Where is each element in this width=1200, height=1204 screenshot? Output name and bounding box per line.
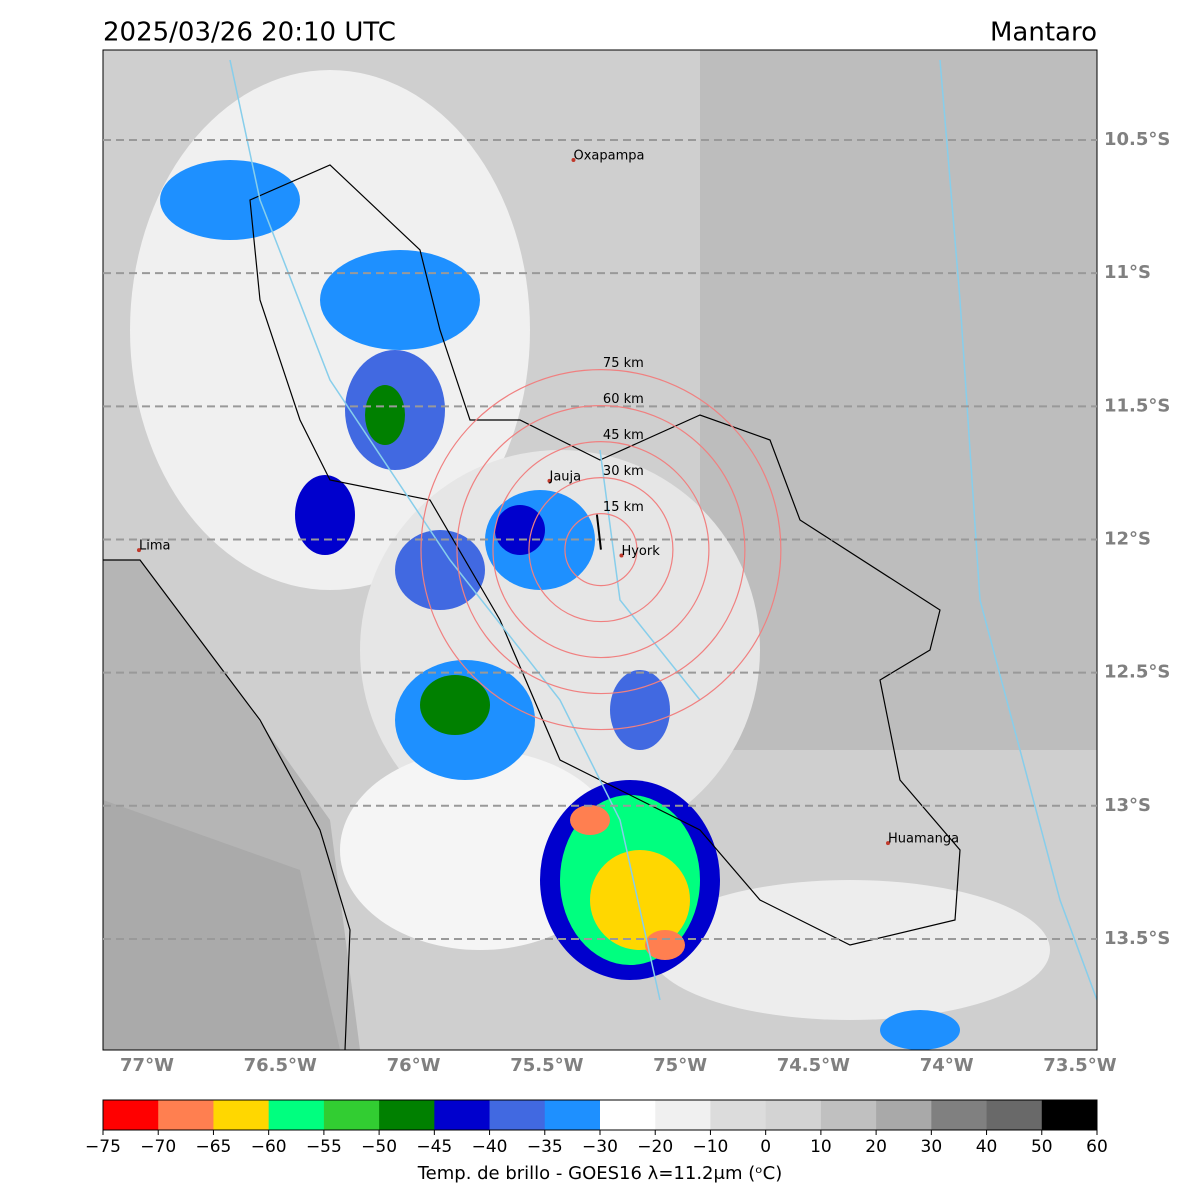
- range-ring: [528, 477, 674, 623]
- colorbar-tick-label: −40: [472, 1137, 508, 1157]
- range-ring: [492, 441, 710, 659]
- place-marker: [571, 157, 576, 162]
- colorbar-label: Temp. de brillo - GOES16 λ=11.2μm (ᵒC): [417, 1163, 783, 1184]
- colorbar-swatch: [765, 1100, 822, 1130]
- colorbar-tick-label: 60: [1086, 1137, 1108, 1157]
- place-name: Huamanga: [888, 832, 959, 847]
- colorbar-swatch: [489, 1100, 546, 1130]
- ring-label: 60 km: [603, 392, 644, 407]
- colorbar-tick-label: −75: [85, 1137, 121, 1157]
- range-ring: [564, 513, 638, 587]
- colorbar-swatch: [986, 1100, 1043, 1130]
- colorbar-swatch: [931, 1100, 988, 1130]
- place-name: Oxapampa: [573, 148, 644, 163]
- place-name: Hyork: [621, 544, 660, 559]
- colorbar-swatch: [655, 1100, 711, 1130]
- ring-label: 30 km: [603, 464, 644, 479]
- lat-label: 11.5°S: [1104, 395, 1170, 416]
- colorbar-tick-label: 20: [865, 1137, 887, 1157]
- colorbar-swatch: [379, 1100, 435, 1130]
- colorbar-tick-label: −30: [582, 1137, 618, 1157]
- colorbar-tick-label: 50: [1031, 1137, 1053, 1157]
- colorbar-swatch: [544, 1100, 601, 1130]
- place-marker: [886, 841, 891, 846]
- colorbar-tick-label: −45: [416, 1137, 452, 1157]
- colorbar-swatch: [434, 1100, 491, 1130]
- colorbar-tick-label: −10: [692, 1137, 728, 1157]
- region: Mantaro: [990, 18, 1097, 48]
- place-marker: [547, 478, 552, 483]
- colorbar-tick-label: −60: [251, 1137, 287, 1157]
- colorbar-swatch: [103, 1100, 159, 1130]
- place-name: Lima: [139, 539, 170, 554]
- lon-label: 75°W: [653, 1055, 707, 1076]
- map-frame: [102, 49, 1098, 1051]
- lon-label: 76.5°W: [244, 1055, 317, 1076]
- colorbar-tick-label: −65: [195, 1137, 231, 1157]
- lon-label: 73.5°W: [1043, 1055, 1116, 1076]
- lat-label: 12.5°S: [1104, 662, 1170, 683]
- colorbar-swatch: [710, 1100, 767, 1130]
- colorbar-tick-label: −70: [140, 1137, 176, 1157]
- center-marker: [595, 514, 602, 550]
- colorbar-swatch: [600, 1100, 656, 1130]
- colorbar-swatch: [876, 1100, 932, 1130]
- colorbar-swatch: [268, 1100, 325, 1130]
- colorbar-tick-label: 0: [760, 1137, 771, 1157]
- colorbar-tick-label: 40: [976, 1137, 998, 1157]
- lat-label: 13.5°S: [1104, 928, 1170, 949]
- ring-label: 75 km: [603, 356, 644, 371]
- ring-label: 15 km: [603, 500, 644, 515]
- title: 2025/03/26 20:10 UTC: [103, 18, 396, 48]
- lat-label: 13°S: [1104, 795, 1151, 816]
- colorbar-tick-label: 30: [921, 1137, 943, 1157]
- lat-label: 10.5°S: [1104, 129, 1170, 150]
- colorbar-swatch: [323, 1100, 380, 1130]
- colorbar-tick-label: −20: [637, 1137, 673, 1157]
- lon-label: 76°W: [387, 1055, 441, 1076]
- lon-label: 77°W: [120, 1055, 174, 1076]
- ring-label: 45 km: [603, 428, 644, 443]
- lon-label: 74.5°W: [777, 1055, 850, 1076]
- lat-label: 11°S: [1104, 262, 1151, 283]
- colorbar-swatch: [820, 1100, 877, 1130]
- lat-label: 12°S: [1104, 528, 1151, 549]
- satellite-image: [103, 50, 1097, 1050]
- colorbar-tick-label: 10: [810, 1137, 832, 1157]
- colorbar-swatch: [158, 1100, 214, 1130]
- colorbar-swatch: [1041, 1100, 1098, 1130]
- place-name: Jauja: [548, 469, 581, 484]
- range-ring: [420, 369, 782, 731]
- colorbar-swatch: [213, 1100, 270, 1130]
- colorbar-tick-label: −55: [306, 1137, 342, 1157]
- place-marker: [136, 548, 141, 553]
- lon-label: 74°W: [920, 1055, 974, 1076]
- place-marker: [619, 553, 624, 558]
- colorbar-tick-label: −35: [527, 1137, 563, 1157]
- colorbar-tick-label: −50: [361, 1137, 397, 1157]
- range-ring: [456, 405, 746, 695]
- lon-label: 75.5°W: [510, 1055, 583, 1076]
